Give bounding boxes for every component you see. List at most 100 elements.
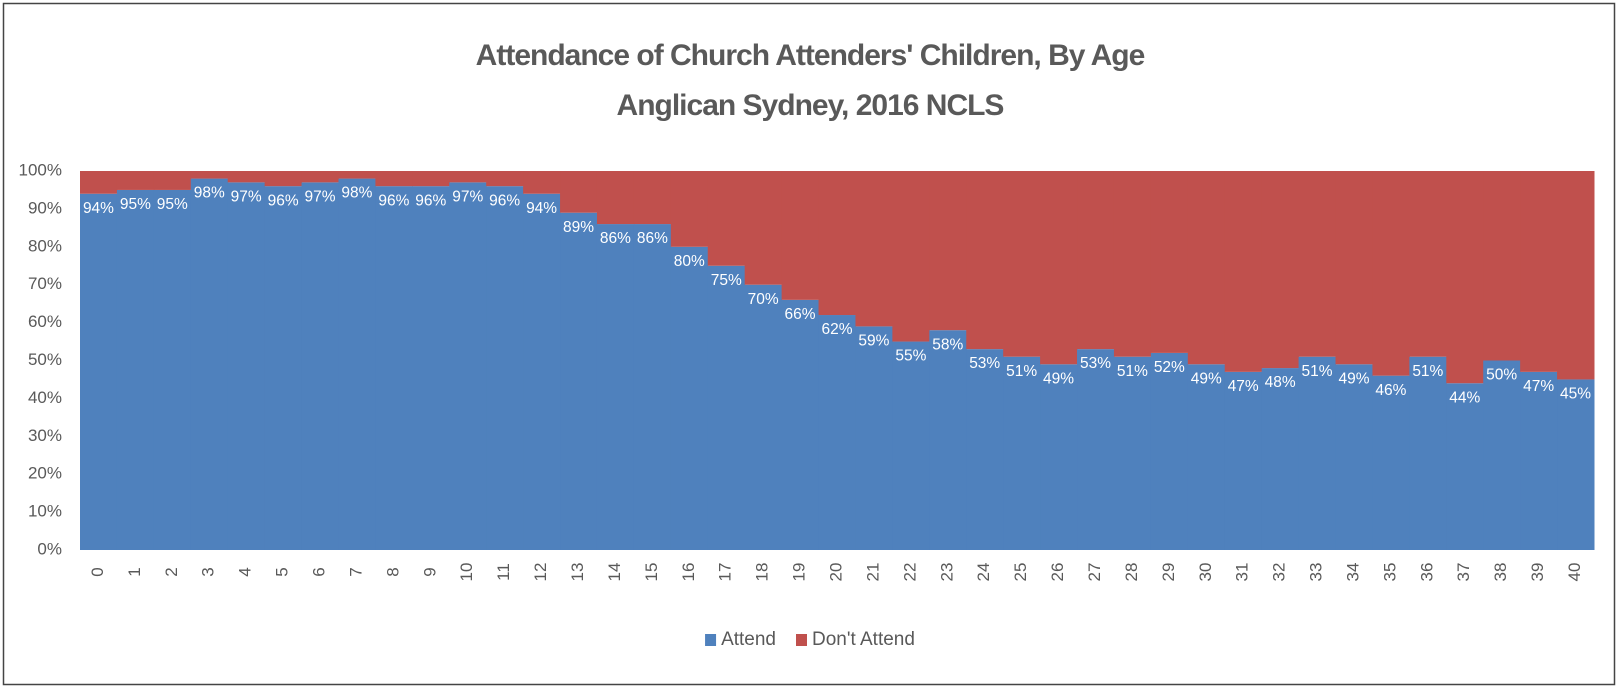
bar-segment xyxy=(892,341,930,550)
bar-segment xyxy=(1520,371,1558,550)
bar-segment xyxy=(301,182,339,550)
bar-segment xyxy=(80,193,118,551)
data-label: 95% xyxy=(120,196,151,213)
bar-segment xyxy=(670,171,709,247)
bar-segment xyxy=(153,171,192,190)
data-label: 86% xyxy=(600,230,631,247)
x-tick-label: 27 xyxy=(1085,563,1104,582)
bar-segment xyxy=(707,265,746,550)
bar-segment xyxy=(633,171,672,225)
bar-segment xyxy=(1040,171,1078,365)
x-tick-label: 26 xyxy=(1048,563,1067,582)
bar-segment xyxy=(1409,356,1447,550)
bar-segment xyxy=(1409,171,1447,357)
y-tick-label: 90% xyxy=(28,198,62,217)
bar-segment xyxy=(523,193,561,551)
bar-segment xyxy=(449,171,487,183)
data-label: 51% xyxy=(1117,363,1148,380)
data-label: 89% xyxy=(563,219,594,236)
bar-segment xyxy=(929,171,967,331)
x-tick-label: 14 xyxy=(605,563,624,582)
data-label: 48% xyxy=(1265,374,1296,391)
data-label: 70% xyxy=(748,291,779,308)
data-label: 96% xyxy=(378,192,409,209)
y-tick-label: 0% xyxy=(37,539,62,558)
x-tick-label: 36 xyxy=(1417,563,1436,582)
bar-segment xyxy=(338,178,376,550)
data-label: 75% xyxy=(711,272,742,289)
bar-segment xyxy=(1557,171,1595,380)
chart-title: Attendance of Church Attenders' Children… xyxy=(476,39,1145,72)
x-tick-label: 40 xyxy=(1565,563,1584,582)
bar-segment xyxy=(1003,171,1041,357)
y-tick-label: 40% xyxy=(28,388,62,407)
bar-segment xyxy=(1187,171,1226,365)
x-tick-label: 11 xyxy=(494,563,513,581)
data-label: 86% xyxy=(637,230,668,247)
x-tick-label: 10 xyxy=(457,563,476,582)
data-label: 96% xyxy=(489,192,520,209)
bar-segment xyxy=(929,330,967,550)
bar-segment xyxy=(855,171,893,327)
data-label: 98% xyxy=(341,185,372,202)
bar-segment xyxy=(1224,171,1263,372)
x-tick-label: 24 xyxy=(974,563,993,582)
bar-segment xyxy=(670,246,709,551)
y-tick-label: 80% xyxy=(28,236,62,255)
x-tick-label: 2 xyxy=(162,567,181,576)
x-tick-label: 28 xyxy=(1122,563,1141,582)
x-tick-label: 31 xyxy=(1233,563,1252,582)
bar-segment xyxy=(116,189,155,550)
y-tick-label: 10% xyxy=(28,502,62,521)
x-tick-label: 13 xyxy=(568,563,587,582)
data-label: 66% xyxy=(785,306,816,323)
x-tick-label: 16 xyxy=(679,563,698,582)
data-label: 53% xyxy=(969,355,1000,372)
bar-segment xyxy=(1298,171,1337,357)
bar-segment xyxy=(1520,171,1558,372)
x-tick-label: 18 xyxy=(753,563,772,582)
bar-segment xyxy=(1483,360,1521,550)
x-tick-label: 29 xyxy=(1159,563,1178,582)
y-tick-label: 50% xyxy=(28,350,62,369)
x-tick-label: 0 xyxy=(88,567,107,576)
x-tick-label: 19 xyxy=(790,563,809,582)
y-tick-label: 60% xyxy=(28,312,62,331)
data-label: 94% xyxy=(526,200,557,217)
data-label: 53% xyxy=(1080,355,1111,372)
bar-segment xyxy=(1187,364,1226,550)
bar-segment xyxy=(1335,364,1373,550)
data-label: 49% xyxy=(1338,370,1369,387)
bar-segment xyxy=(486,171,524,187)
x-tick-label: 22 xyxy=(900,563,919,582)
bar-segment xyxy=(892,171,930,342)
x-tick-label: 34 xyxy=(1343,563,1362,582)
bar-segment xyxy=(264,171,303,187)
x-tick-label: 25 xyxy=(1011,563,1030,582)
bar-segment xyxy=(190,178,229,550)
legend-label: Attend xyxy=(721,629,776,650)
bar-segment xyxy=(1372,375,1410,550)
bar-segment xyxy=(227,171,266,183)
x-tick-label: 9 xyxy=(420,567,439,576)
bar-segment xyxy=(1483,171,1521,361)
bar-segment xyxy=(375,171,413,187)
bar-segment xyxy=(338,171,376,179)
data-label: 47% xyxy=(1523,378,1554,395)
legend-swatch xyxy=(705,634,717,646)
x-tick-label: 35 xyxy=(1380,563,1399,582)
bar-segment xyxy=(190,171,229,179)
bar-segment xyxy=(1003,356,1041,550)
data-label: 96% xyxy=(415,192,446,209)
data-label: 94% xyxy=(83,200,114,217)
data-label: 95% xyxy=(157,196,188,213)
bar-segment xyxy=(560,212,598,550)
x-tick-label: 30 xyxy=(1196,563,1215,582)
data-label: 51% xyxy=(1302,363,1333,380)
legend-item: Don't Attend xyxy=(796,629,915,650)
bar-segment xyxy=(633,224,672,550)
data-label: 44% xyxy=(1449,389,1480,406)
bar-segment xyxy=(116,171,155,190)
legend-label: Don't Attend xyxy=(812,629,915,650)
